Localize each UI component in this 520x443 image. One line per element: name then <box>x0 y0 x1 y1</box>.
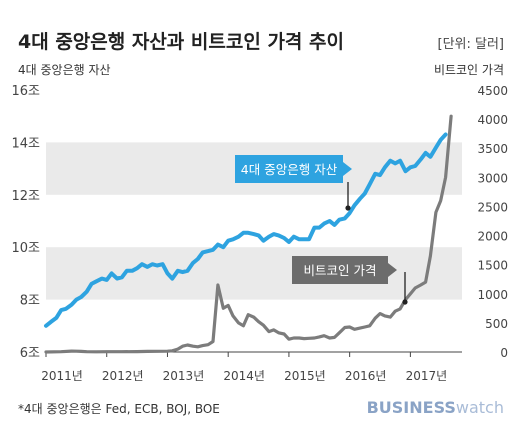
footnote: *4대 중앙은행은 Fed, ECB, BOJ, BOE <box>18 401 220 416</box>
left-tick-label: 14조 <box>11 136 40 151</box>
grid-band <box>46 247 462 300</box>
right-tick-label: 1500 <box>477 259 508 273</box>
series-central-bank-assets-line <box>44 132 448 328</box>
brand-logo: BUSINESSwatch <box>367 398 504 417</box>
unit-note: [단위: 달러] <box>438 37 505 52</box>
right-tick-label: 4500 <box>477 84 508 98</box>
right-tick-label: 3000 <box>477 171 508 185</box>
chart-title: 4대 중앙은행 자산과 비트코인 가격 추이 <box>18 31 344 53</box>
annotation-bitcoin: 비트코인 가격 <box>292 256 408 305</box>
right-tick-label: 3500 <box>477 142 508 156</box>
right-tick-label: 2000 <box>477 230 508 244</box>
x-tick-label: 2014년 <box>223 369 265 383</box>
right-tick-label: 1000 <box>477 288 508 302</box>
right-axis-label: 비트코인 가격 <box>434 63 504 77</box>
left-axis-label: 4대 중앙은행 자산 <box>18 62 111 77</box>
right-tick-label: 0 <box>500 346 508 360</box>
x-axis-ticks: 2011년 2012년 2013년 2014년 2015년 2016년 2017년 <box>41 352 447 383</box>
annotation-central-bank: 4대 중앙은행 자산 <box>235 155 352 211</box>
x-tick-label: 2017년 <box>406 369 448 383</box>
left-tick-label: 8조 <box>20 294 40 309</box>
left-tick-label: 16조 <box>11 84 40 99</box>
right-tick-label: 500 <box>485 317 508 331</box>
left-axis-ticks: 6조 8조 10조 12조 14조 16조 <box>11 84 40 361</box>
x-tick-label: 2012년 <box>102 369 144 383</box>
left-tick-label: 12조 <box>11 189 40 204</box>
x-tick-label: 2015년 <box>284 369 326 383</box>
right-tick-label: 4000 <box>477 113 508 127</box>
series-bitcoin-price-line <box>44 114 453 354</box>
left-tick-label: 10조 <box>11 241 40 256</box>
x-tick-label: 2013년 <box>163 369 205 383</box>
annotation-central-bank-label: 4대 중앙은행 자산 <box>241 162 338 177</box>
x-tick-label: 2011년 <box>41 369 83 383</box>
right-tick-label: 2500 <box>477 200 508 214</box>
x-tick-label: 2016년 <box>345 369 387 383</box>
right-axis-ticks: 0 500 1000 1500 2000 2500 3000 3500 4000 4500 <box>477 84 508 360</box>
annotation-bitcoin-label: 비트코인 가격 <box>304 263 377 278</box>
left-tick-label: 6조 <box>20 346 40 361</box>
